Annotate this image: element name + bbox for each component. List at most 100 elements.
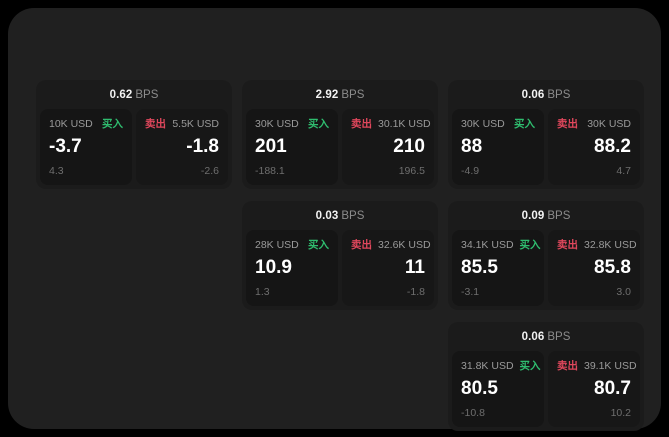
sell-price: 80.7 [594,378,631,399]
buy-side-header: 30K USD 买入 [255,117,329,131]
buy-side-header: 34.1K USD 买入 [461,238,541,252]
buy-quantity-label: 10K USD [49,118,93,130]
sell-quantity-label: 30.1K USD [378,118,431,130]
buy-tag[interactable]: 买入 [514,118,535,130]
buy-price: 201 [255,136,287,157]
sell-tag[interactable]: 卖出 [557,239,578,251]
sell-side[interactable]: 卖出 32.8K USD 85.8 3.0 [548,230,640,306]
bps-unit-label: BPS [341,210,365,222]
sell-quantity-label: 5.5K USD [172,118,219,130]
sell-side[interactable]: 卖出 32.6K USD 11 -1.8 [342,230,434,306]
sell-side-header: 卖出 39.1K USD [557,359,637,373]
sell-side-header: 卖出 5.5K USD [145,117,219,131]
quote-card[interactable]: 0.06 BPS 31.8K USD 买入 80.5 -10.8 卖出 39.1K USD 80… [448,322,644,431]
sell-price: 11 [404,257,425,278]
sell-side[interactable]: 卖出 30K USD 88.2 4.7 [548,109,640,185]
buy-side[interactable]: 31.8K USD 买入 80.5 -10.8 [452,351,544,427]
buy-side[interactable]: 30K USD 买入 88 -4.9 [452,109,544,185]
sell-quantity-label: 39.1K USD [584,360,637,372]
sell-tag[interactable]: 卖出 [351,239,372,251]
sell-delta: 4.7 [616,165,631,177]
buy-side-header: 30K USD 买入 [461,117,535,131]
buy-quantity-label: 34.1K USD [461,239,514,251]
buy-delta: 4.3 [49,165,64,177]
buy-tag[interactable]: 买入 [519,360,541,372]
sell-quantity-label: 30K USD [587,118,631,130]
quote-card[interactable]: 0.06 BPS 30K USD 买入 88 -4.9 卖出 30K USD 88.2 4.7 [448,80,644,189]
buy-tag[interactable]: 买入 [519,239,541,251]
sell-side-header: 卖出 30.1K USD [351,117,431,131]
buy-delta: -4.9 [461,165,480,177]
quotes-panel: 0.62 BPS 10K USD 买入 -3.7 4.3 卖出 5.5K USD -1.8 -2.… [8,8,661,431]
card-body: 28K USD 买入 10.9 1.3 卖出 32.6K USD 11 -1.8 [246,230,434,306]
buy-price: -3.7 [49,136,82,157]
card-bps-header: 0.62 BPS [40,86,228,109]
bps-unit-label: BPS [547,210,571,222]
sell-side[interactable]: 卖出 30.1K USD 210 196.5 [342,109,434,185]
bps-value: 0.03 [315,210,339,222]
buy-price: 85.5 [461,257,498,278]
card-bps-header: 0.03 BPS [246,207,434,230]
quote-column-1: 2.92 BPS 30K USD 买入 201 -188.1 卖出 30.1K USD 210 1… [242,80,438,310]
quote-card[interactable]: 0.62 BPS 10K USD 买入 -3.7 4.3 卖出 5.5K USD -1.8 -2.… [36,80,232,189]
sell-side[interactable]: 卖出 39.1K USD 80.7 10.2 [548,351,640,427]
sell-side[interactable]: 卖出 5.5K USD -1.8 -2.6 [136,109,228,185]
sell-quantity-label: 32.6K USD [378,239,431,251]
card-bps-header: 2.92 BPS [246,86,434,109]
bps-value: 0.09 [521,210,545,222]
bps-unit-label: BPS [547,89,571,101]
buy-delta: 1.3 [255,286,270,298]
sell-delta: 3.0 [616,286,631,298]
sell-side-header: 卖出 30K USD [557,117,631,131]
card-body: 30K USD 买入 88 -4.9 卖出 30K USD 88.2 4.7 [452,109,640,185]
quote-card-board: 0.62 BPS 10K USD 买入 -3.7 4.3 卖出 5.5K USD -1.8 -2.… [36,80,645,431]
bps-unit-label: BPS [547,331,571,343]
bps-value: 0.62 [109,89,133,101]
sell-price: -1.8 [186,136,219,157]
buy-price: 88 [461,136,483,157]
sell-price: 88.2 [594,136,631,157]
card-bps-header: 0.06 BPS [452,328,640,351]
buy-delta: -188.1 [255,165,285,177]
buy-side-header: 31.8K USD 买入 [461,359,541,373]
sell-price: 210 [393,136,425,157]
sell-tag[interactable]: 卖出 [351,118,372,130]
buy-quantity-label: 31.8K USD [461,360,514,372]
buy-delta: -3.1 [461,286,480,298]
sell-delta: 10.2 [610,407,631,419]
sell-tag[interactable]: 卖出 [145,118,166,130]
sell-tag[interactable]: 卖出 [557,118,578,130]
quote-card[interactable]: 2.92 BPS 30K USD 买入 201 -188.1 卖出 30.1K USD 210 1… [242,80,438,189]
buy-side[interactable]: 34.1K USD 买入 85.5 -3.1 [452,230,544,306]
sell-delta: 196.5 [398,165,425,177]
buy-price: 10.9 [255,257,292,278]
buy-delta: -10.8 [461,407,485,419]
buy-tag[interactable]: 买入 [308,118,329,130]
quote-column-2: 0.06 BPS 30K USD 买入 88 -4.9 卖出 30K USD 88.2 4.7 0.… [448,80,644,431]
card-bps-header: 0.09 BPS [452,207,640,230]
buy-quantity-label: 28K USD [255,239,299,251]
buy-tag[interactable]: 买入 [102,118,123,130]
quote-card[interactable]: 0.03 BPS 28K USD 买入 10.9 1.3 卖出 32.6K USD 11 -1.8 [242,201,438,310]
buy-quantity-label: 30K USD [461,118,505,130]
bps-value: 0.06 [521,89,545,101]
buy-tag[interactable]: 买入 [308,239,329,251]
card-body: 30K USD 买入 201 -188.1 卖出 30.1K USD 210 196.5 [246,109,434,185]
bps-unit-label: BPS [135,89,159,101]
buy-quantity-label: 30K USD [255,118,299,130]
quote-column-0: 0.62 BPS 10K USD 买入 -3.7 4.3 卖出 5.5K USD -1.8 -2.… [36,80,232,189]
sell-side-header: 卖出 32.8K USD [557,238,637,252]
sell-tag[interactable]: 卖出 [557,360,578,372]
card-bps-header: 0.06 BPS [452,86,640,109]
buy-side[interactable]: 10K USD 买入 -3.7 4.3 [40,109,132,185]
card-body: 31.8K USD 买入 80.5 -10.8 卖出 39.1K USD 80.7 10.2 [452,351,640,427]
card-body: 34.1K USD 买入 85.5 -3.1 卖出 32.8K USD 85.8 3.0 [452,230,640,306]
quote-card[interactable]: 0.09 BPS 34.1K USD 买入 85.5 -3.1 卖出 32.8K USD 85.… [448,201,644,310]
sell-delta: -1.8 [406,286,425,298]
buy-side[interactable]: 30K USD 买入 201 -188.1 [246,109,338,185]
buy-side[interactable]: 28K USD 买入 10.9 1.3 [246,230,338,306]
bps-value: 2.92 [315,89,339,101]
bps-value: 0.06 [521,331,545,343]
buy-side-header: 10K USD 买入 [49,117,123,131]
